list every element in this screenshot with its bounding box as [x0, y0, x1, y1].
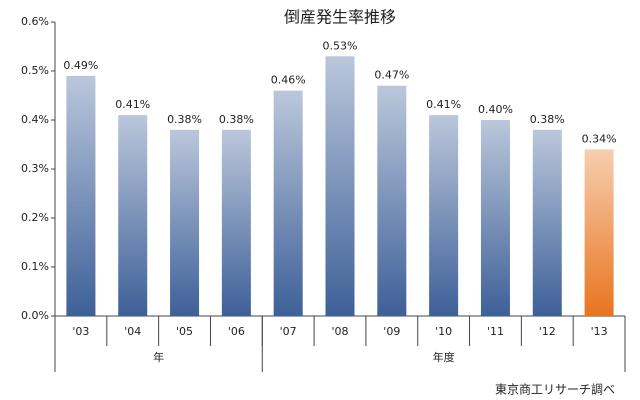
x-tick-label: '06: [228, 325, 245, 338]
y-tick-label: 0.2%: [21, 211, 49, 224]
x-tick-label: '08: [331, 325, 348, 338]
source-note: 東京商工リサーチ調べ: [495, 382, 615, 397]
group-label: 年: [153, 350, 164, 364]
value-label: 0.34%: [582, 132, 617, 145]
bar: [429, 115, 459, 316]
bar: [584, 149, 614, 316]
x-tick-label: '11: [487, 325, 504, 338]
y-tick-label: 0.5%: [21, 64, 49, 77]
chart-title: 倒産発生率推移: [284, 8, 396, 27]
value-label: 0.38%: [219, 113, 254, 126]
x-tick-label: '13: [591, 325, 608, 338]
y-tick-label: 0.4%: [21, 113, 49, 126]
value-label: 0.38%: [530, 113, 565, 126]
bar: [273, 90, 303, 316]
x-tick-label: '12: [539, 325, 556, 338]
x-tick-label: '05: [176, 325, 193, 338]
x-tick-label: '10: [435, 325, 452, 338]
bar: [377, 85, 407, 316]
bar: [66, 75, 96, 317]
x-tick-label: '09: [383, 325, 400, 338]
bar: [480, 120, 510, 316]
x-tick-label: '07: [280, 325, 297, 338]
value-label: 0.41%: [426, 98, 461, 111]
bar: [325, 56, 355, 317]
y-tick-label: 0.0%: [21, 309, 49, 322]
x-tick-label: '04: [124, 325, 141, 338]
y-tick-label: 0.3%: [21, 162, 49, 175]
value-label: 0.38%: [167, 113, 202, 126]
bar: [118, 115, 148, 316]
value-label: 0.47%: [374, 69, 409, 82]
value-label: 0.49%: [63, 59, 98, 72]
value-label: 0.40%: [478, 103, 513, 116]
bar: [532, 129, 562, 316]
bar: [221, 129, 251, 316]
group-label: 年度: [433, 350, 455, 364]
y-tick-label: 0.1%: [21, 260, 49, 273]
bar: [170, 129, 200, 316]
value-label: 0.46%: [271, 74, 306, 87]
value-label: 0.41%: [115, 98, 150, 111]
x-tick-label: '03: [72, 325, 89, 338]
y-tick-label: 0.6%: [21, 15, 49, 28]
value-label: 0.53%: [323, 39, 358, 52]
